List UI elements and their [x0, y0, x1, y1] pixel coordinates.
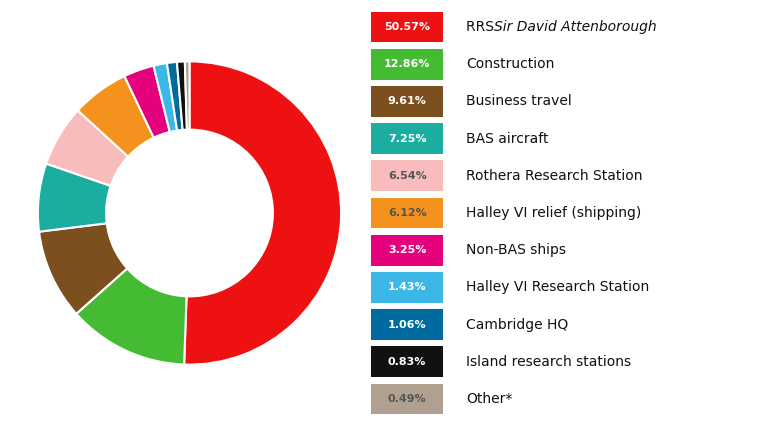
Wedge shape [154, 63, 177, 132]
Text: 50.57%: 50.57% [384, 22, 431, 32]
Text: 7.25%: 7.25% [388, 134, 427, 144]
Wedge shape [78, 76, 154, 157]
Text: 1.06%: 1.06% [388, 320, 427, 330]
Text: 0.49%: 0.49% [388, 394, 427, 404]
FancyBboxPatch shape [371, 123, 443, 154]
Text: BAS aircraft: BAS aircraft [466, 132, 549, 146]
Text: 0.83%: 0.83% [388, 357, 426, 367]
FancyBboxPatch shape [371, 383, 443, 414]
Text: Halley VI Research Station: Halley VI Research Station [466, 280, 650, 294]
Wedge shape [185, 61, 190, 130]
Text: Island research stations: Island research stations [466, 355, 631, 369]
Text: 12.86%: 12.86% [384, 59, 431, 69]
Text: 1.43%: 1.43% [388, 282, 427, 292]
Wedge shape [39, 223, 127, 314]
Wedge shape [177, 61, 187, 130]
Wedge shape [124, 66, 170, 138]
FancyBboxPatch shape [371, 49, 443, 80]
Wedge shape [46, 110, 128, 186]
Text: Halley VI relief (shipping): Halley VI relief (shipping) [466, 206, 641, 220]
FancyBboxPatch shape [371, 198, 443, 228]
FancyBboxPatch shape [371, 235, 443, 265]
Text: 3.25%: 3.25% [388, 245, 426, 255]
Text: RRS: RRS [466, 20, 499, 34]
FancyBboxPatch shape [371, 12, 443, 43]
Wedge shape [38, 164, 111, 232]
Wedge shape [167, 62, 183, 130]
FancyBboxPatch shape [371, 346, 443, 377]
Text: Business travel: Business travel [466, 95, 572, 109]
Text: Cambridge HQ: Cambridge HQ [466, 317, 568, 331]
FancyBboxPatch shape [371, 309, 443, 340]
Text: Rothera Research Station: Rothera Research Station [466, 169, 643, 183]
Text: 6.12%: 6.12% [388, 208, 427, 218]
FancyBboxPatch shape [371, 272, 443, 303]
Text: 6.54%: 6.54% [388, 171, 427, 181]
Wedge shape [184, 61, 341, 365]
Text: Other*: Other* [466, 392, 512, 406]
Text: Non-BAS ships: Non-BAS ships [466, 243, 566, 257]
FancyBboxPatch shape [371, 161, 443, 191]
FancyBboxPatch shape [371, 86, 443, 117]
Text: Construction: Construction [466, 57, 555, 71]
Text: 9.61%: 9.61% [388, 96, 427, 106]
Text: Sir David Attenborough: Sir David Attenborough [494, 20, 656, 34]
Wedge shape [77, 268, 186, 365]
